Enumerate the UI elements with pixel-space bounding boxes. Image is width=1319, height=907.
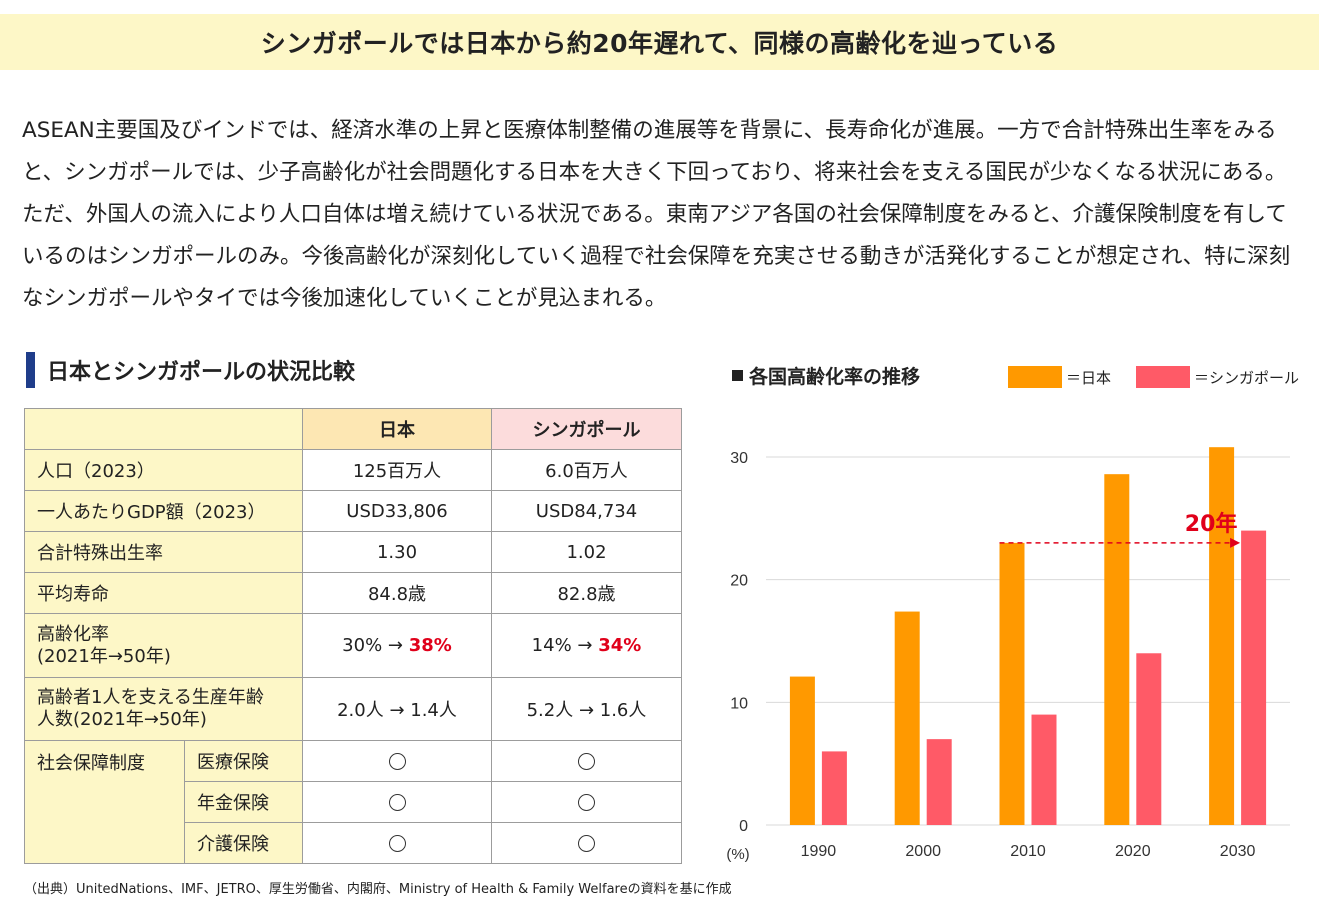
japan-aging-from: 30% → bbox=[342, 635, 403, 656]
square-bullet-icon bbox=[732, 370, 743, 381]
header-japan: 日本 bbox=[302, 408, 492, 450]
system-label: 介護保険 bbox=[184, 822, 303, 864]
support-label-line2: 人数(2021年→50年) bbox=[37, 709, 207, 730]
table-section-heading: 日本とシンガポールの状況比較 bbox=[26, 352, 355, 388]
table-section-title: 日本とシンガポールの状況比較 bbox=[47, 360, 356, 385]
available-circle-icon bbox=[388, 794, 406, 811]
singapore-aging-from: 14% → bbox=[531, 635, 593, 656]
intro-paragraph: ASEAN主要国及びインドでは、経済水準の上昇と医療体制整備の進展等を背景に、長… bbox=[22, 118, 1291, 311]
source-note: （出典）UnitedNations、IMF、JETRO、厚生労働省、内閣府、Mi… bbox=[24, 882, 732, 897]
x-tick-label: 1990 bbox=[801, 843, 837, 860]
annotation-label: 20年 bbox=[1185, 511, 1238, 537]
legend-item-singapore: ＝シンガポール bbox=[1136, 366, 1299, 388]
row-label: 高齢化率 (2021年→50年) bbox=[24, 613, 303, 678]
japan-value bbox=[302, 740, 492, 782]
x-tick-label: 2030 bbox=[1220, 843, 1256, 860]
bar-japan bbox=[789, 676, 815, 825]
bar-singapore bbox=[1241, 530, 1267, 825]
y-axis-unit-label: (%) bbox=[726, 846, 749, 863]
bar-japan bbox=[999, 542, 1025, 825]
available-circle-icon bbox=[578, 794, 595, 811]
singapore-value: 14% → 34% bbox=[491, 613, 682, 678]
singapore-value: 82.8歳 bbox=[491, 572, 682, 614]
title-banner: シンガポールでは日本から約20年遅れて、同様の高齢化を辿っている bbox=[0, 14, 1319, 70]
chart-title-text: 各国高齢化率の推移 bbox=[749, 366, 921, 388]
aging-label-line1: 高齢化率 bbox=[37, 623, 109, 645]
table-row: 介護保険 bbox=[25, 822, 682, 864]
system-label: 年金保険 bbox=[184, 781, 303, 823]
japan-value: 125百万人 bbox=[302, 449, 492, 491]
singapore-value: 1.02 bbox=[491, 531, 682, 573]
singapore-value bbox=[491, 781, 682, 823]
table-row-aging-rate: 高齢化率 (2021年→50年) 30% → 38% 14% → 34% bbox=[24, 613, 682, 678]
japan-value: 30% → 38% bbox=[302, 613, 492, 678]
table-row: 人口（2023） 125百万人 6.0百万人 bbox=[24, 449, 682, 491]
legend-item-japan: ＝日本 bbox=[1008, 366, 1111, 388]
y-tick-label: 10 bbox=[730, 695, 748, 712]
japan-value bbox=[302, 822, 492, 864]
singapore-aging-to: 34% bbox=[598, 635, 642, 656]
row-label: 平均寿命 bbox=[24, 572, 303, 614]
singapore-value: 6.0百万人 bbox=[491, 449, 682, 491]
header-singapore: シンガポール bbox=[491, 408, 682, 450]
x-tick-label: 2010 bbox=[1010, 843, 1046, 860]
legend-label-singapore: ＝シンガポール bbox=[1194, 368, 1300, 387]
support-label-line1: 高齢者1人を支える生産年齢 bbox=[37, 687, 264, 708]
singapore-value: USD84,734 bbox=[491, 490, 682, 532]
bar-japan bbox=[1104, 474, 1130, 825]
bar-japan bbox=[1209, 447, 1235, 825]
y-tick-label: 20 bbox=[730, 573, 748, 590]
bar-singapore bbox=[1031, 714, 1057, 825]
japan-value: USD33,806 bbox=[302, 490, 492, 532]
x-tick-label: 2020 bbox=[1115, 843, 1151, 860]
available-circle-icon bbox=[578, 753, 595, 770]
bar-singapore bbox=[1136, 653, 1162, 825]
legend-swatch-singapore bbox=[1136, 366, 1190, 388]
comparison-table: 日本 シンガポール 人口（2023） 125百万人 6.0百万人 一人あたりGD… bbox=[24, 408, 682, 864]
y-tick-label: 0 bbox=[739, 818, 748, 835]
table-row: 平均寿命 84.8歳 82.8歳 bbox=[24, 572, 682, 614]
table-header-row: 日本 シンガポール bbox=[24, 408, 682, 450]
available-circle-icon bbox=[578, 835, 595, 852]
singapore-value bbox=[491, 740, 682, 782]
available-circle-icon bbox=[388, 753, 406, 770]
japan-value: 1.30 bbox=[302, 531, 492, 573]
table-row-support-ratio: 高齢者1人を支える生産年齢 人数(2021年→50年) 2.0人 → 1.4人 … bbox=[24, 677, 682, 741]
table-row: 一人あたりGDP額（2023） USD33,806 USD84,734 bbox=[24, 490, 682, 532]
system-label: 医療保険 bbox=[184, 740, 303, 782]
row-label: 一人あたりGDP額（2023） bbox=[24, 490, 303, 532]
available-circle-icon bbox=[388, 835, 406, 852]
social-security-label: 社会保障制度 bbox=[24, 740, 185, 864]
table-row: 社会保障制度 医療保険 bbox=[24, 740, 682, 864]
bar-singapore bbox=[926, 739, 952, 825]
bar-singapore bbox=[821, 751, 847, 825]
legend-label-japan: ＝日本 bbox=[1066, 368, 1112, 387]
y-tick-label: 30 bbox=[730, 450, 748, 467]
japan-value: 2.0人 → 1.4人 bbox=[302, 677, 492, 741]
singapore-value: 5.2人 → 1.6人 bbox=[491, 677, 682, 741]
japan-aging-to: 38% bbox=[408, 635, 452, 656]
chart-title: 各国高齢化率の推移 bbox=[732, 362, 920, 389]
row-label: 人口（2023） bbox=[24, 449, 303, 491]
japan-value: 84.8歳 bbox=[302, 572, 492, 614]
annotation-arrowhead bbox=[1230, 537, 1241, 548]
japan-value bbox=[302, 781, 492, 823]
table-corner-cell bbox=[24, 408, 303, 450]
table-row: 年金保険 bbox=[25, 781, 682, 823]
aging-label-line2: (2021年→50年) bbox=[37, 645, 171, 667]
heading-accent-bar bbox=[26, 352, 35, 388]
row-label: 高齢者1人を支える生産年齢 人数(2021年→50年) bbox=[24, 677, 303, 741]
table-row: 合計特殊出生率 1.30 1.02 bbox=[24, 531, 682, 573]
bar-japan bbox=[894, 611, 920, 825]
singapore-value bbox=[491, 822, 682, 864]
row-label: 合計特殊出生率 bbox=[24, 531, 303, 573]
legend-swatch-japan bbox=[1008, 366, 1062, 388]
page-title: シンガポールでは日本から約20年遅れて、同様の高齢化を辿っている bbox=[260, 29, 1059, 58]
x-tick-label: 2000 bbox=[905, 843, 941, 860]
